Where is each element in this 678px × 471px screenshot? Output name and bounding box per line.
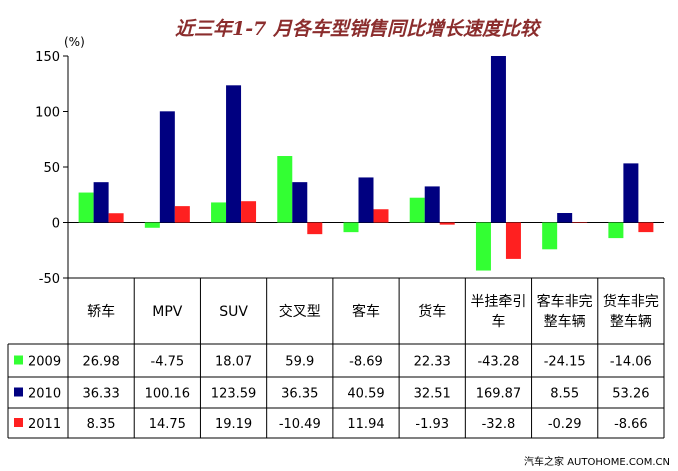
y-tick-label: 100 [35, 106, 60, 121]
bar-2011-6 [505, 222, 521, 259]
y-axis-unit: (%) [64, 35, 85, 49]
legend-label-2011: 2011 [28, 417, 61, 432]
category-label: 客车非完 [537, 293, 593, 310]
table-cell-value: 100.16 [145, 387, 191, 402]
bar-2009-6 [475, 222, 491, 271]
table-cell-value: -4.75 [151, 355, 185, 370]
legend-swatch-2011 [14, 418, 23, 427]
bar-2011-1 [174, 206, 190, 223]
bar-2010-8 [623, 163, 639, 223]
bar-2010-5 [424, 186, 440, 223]
legend-label-2010: 2010 [28, 387, 61, 402]
bar-2009-8 [608, 222, 624, 239]
bar-2011-5 [439, 222, 455, 225]
table-cell-value: -8.69 [349, 355, 383, 370]
bar-2011-2 [241, 201, 257, 223]
category-label: 车 [491, 313, 505, 330]
table-cell-value: 18.07 [215, 355, 252, 370]
y-tick-label: 0 [52, 217, 60, 232]
category-label: 整车辆 [544, 313, 586, 330]
table-cell-value: 40.59 [347, 387, 384, 402]
bar-2011-7 [572, 222, 588, 223]
bar-2009-0 [78, 192, 94, 223]
category-label: 整车辆 [610, 313, 652, 330]
watermark: 汽车之家 AUTOHOME.COM.CN [524, 455, 670, 468]
table-cell-value: 26.98 [83, 355, 120, 370]
table-cell-value: 59.9 [285, 355, 314, 370]
bar-2010-0 [93, 182, 109, 223]
bar-2009-2 [211, 202, 227, 223]
table-cell-value: -8.66 [614, 417, 648, 432]
bar-2009-3 [277, 156, 293, 223]
bar-2009-5 [409, 197, 425, 223]
bar-2010-7 [557, 213, 573, 223]
table-cell-value: 36.33 [83, 387, 120, 402]
bar-2010-6 [490, 56, 506, 223]
bar-2009-1 [144, 222, 160, 228]
chart-title: 近三年1-7 月各车型销售同比增长速度比较 [175, 18, 542, 40]
table-cell-value: 8.55 [550, 387, 579, 402]
category-label: 货车 [418, 303, 446, 320]
bar-2009-4 [343, 222, 359, 233]
category-label: 半挂牵引 [470, 294, 526, 310]
y-tick-label: 150 [35, 50, 60, 65]
table-cell-value: -14.06 [610, 355, 652, 370]
category-label: SUV [219, 304, 248, 320]
bar-2011-3 [307, 222, 323, 235]
table-cell-value: 169.87 [476, 387, 522, 402]
legend-swatch-2009 [14, 355, 23, 365]
table-cell-value: 14.75 [149, 417, 186, 432]
table-cell-value: -10.49 [279, 417, 321, 432]
table-cell-value: 32.51 [414, 387, 451, 402]
y-tick-label: 50 [43, 161, 60, 176]
category-label: 轿车 [87, 303, 115, 320]
bar-2011-8 [638, 222, 654, 233]
y-tick-label: -50 [39, 272, 60, 287]
table-cell-value: -1.93 [415, 417, 449, 432]
bar-2010-4 [358, 177, 374, 223]
table-cell-value: 8.35 [87, 417, 116, 432]
bar-2011-4 [373, 209, 389, 223]
category-label: MPV [152, 304, 183, 320]
legend-swatch-2010 [14, 387, 23, 397]
legend-label-2009: 2009 [28, 355, 61, 370]
table-cell-value: -24.15 [544, 355, 586, 370]
table-cell-value: 53.26 [612, 387, 649, 402]
category-label: 交叉型 [279, 303, 321, 320]
bar-2010-1 [159, 111, 175, 223]
table-cell-value: -0.29 [548, 417, 582, 432]
category-label: 客车 [352, 303, 380, 320]
table-cell-value: 19.19 [215, 417, 252, 432]
table-cell-value: -32.8 [482, 417, 516, 432]
table-cell-value: -43.28 [477, 355, 519, 370]
bar-2009-7 [542, 222, 558, 250]
bar-2010-3 [292, 182, 308, 223]
table-cell-value: 123.59 [211, 387, 257, 402]
bar-2011-0 [108, 213, 124, 223]
table-cell-value: 36.35 [281, 387, 318, 402]
table-cell-value: 11.94 [347, 417, 384, 432]
table-cell-value: 22.33 [414, 355, 451, 370]
bar-2010-2 [226, 85, 242, 223]
category-label: 货车非完 [603, 293, 659, 310]
